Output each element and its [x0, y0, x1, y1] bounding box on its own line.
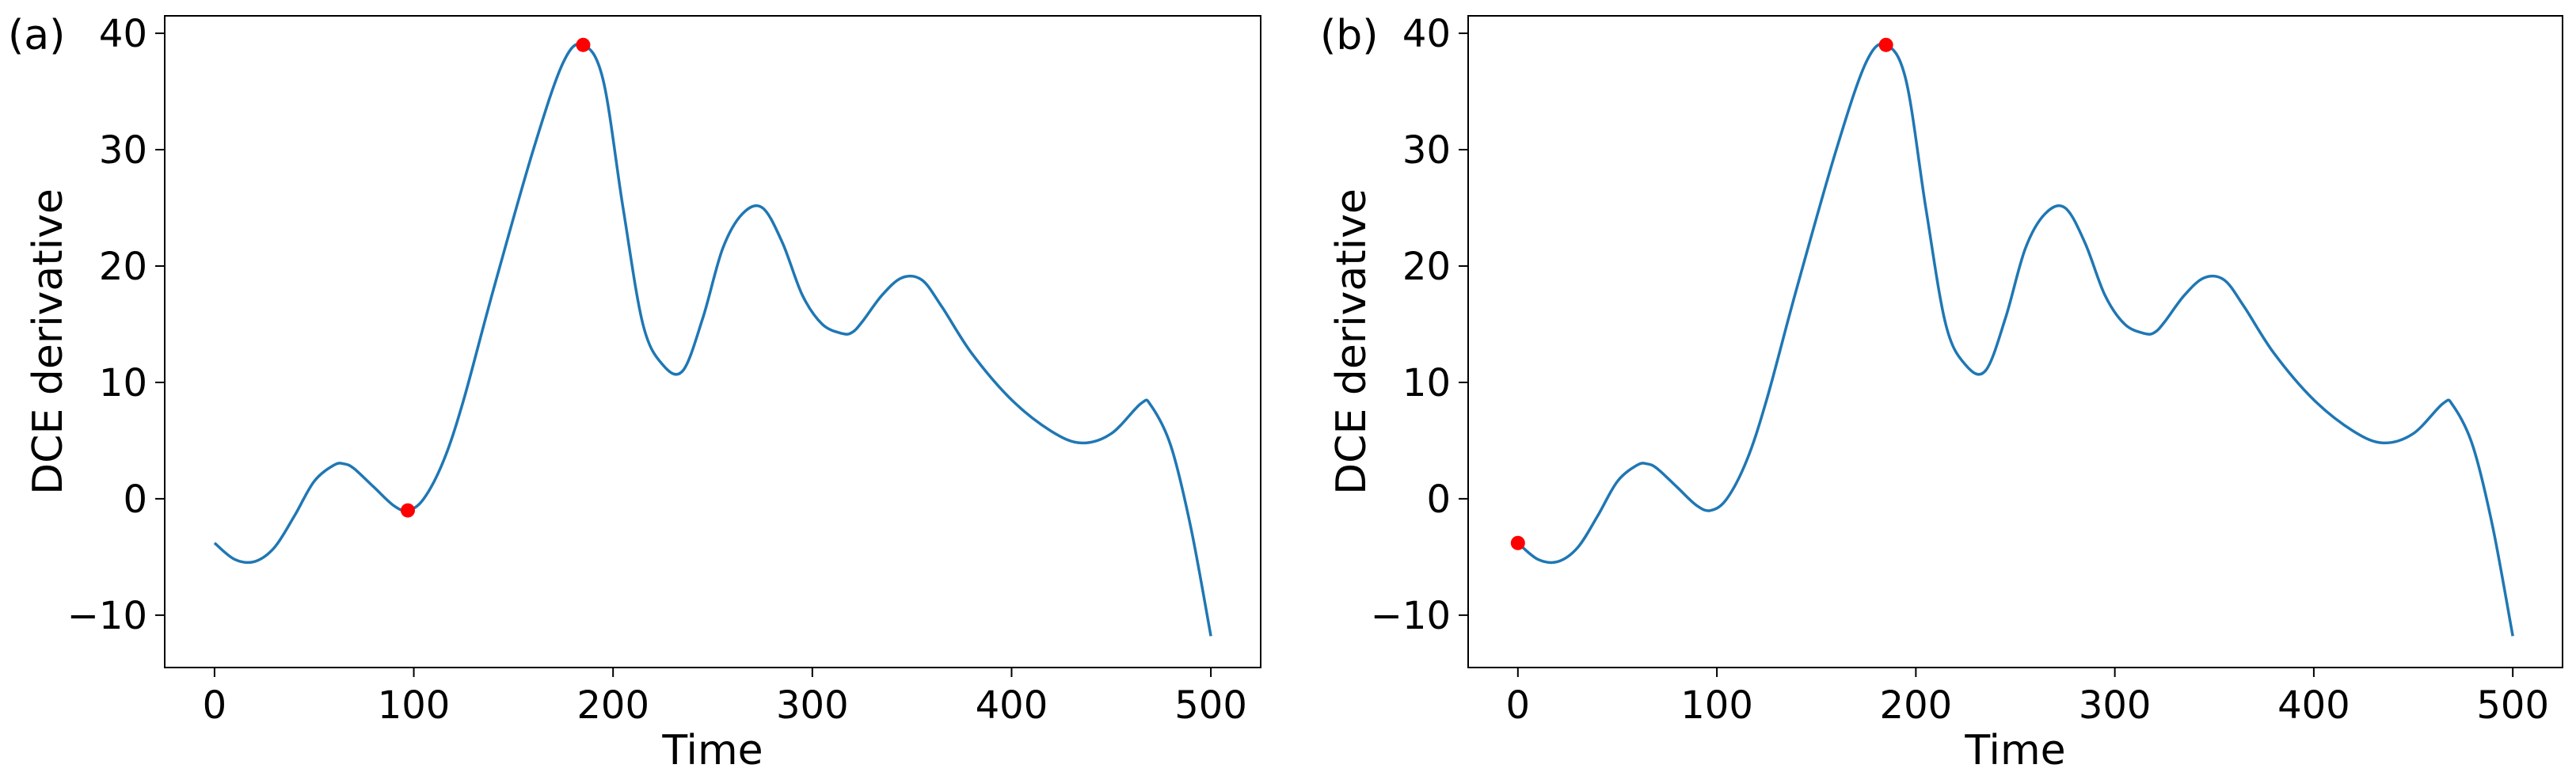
x-tick-label: 300: [2079, 683, 2152, 728]
y-tick-label: 30: [99, 128, 147, 173]
y-tick-label: 0: [1426, 477, 1451, 522]
y-tick-label: 40: [99, 12, 147, 56]
series-line: [213, 42, 1212, 637]
y-tick-label: 20: [99, 245, 147, 289]
marker-point: [576, 37, 591, 52]
plot-frame: [164, 15, 1261, 668]
y-tick-label: −10: [67, 594, 147, 638]
x-tick-label: 200: [1880, 683, 1953, 728]
y-tick-label: 40: [1402, 12, 1451, 56]
y-tick-label: 30: [1402, 128, 1451, 173]
x-tick-label: 200: [576, 683, 649, 728]
marker-point: [1878, 37, 1893, 52]
marker-point: [1510, 535, 1525, 550]
y-tick-label: 10: [99, 361, 147, 405]
y-tick-label: −10: [1371, 594, 1451, 638]
y-tick-label: 10: [1402, 361, 1451, 405]
x-tick-label: 500: [2476, 683, 2549, 728]
x-tick-label: 0: [203, 683, 227, 728]
x-tick-label: 300: [776, 683, 849, 728]
y-tick-label: 0: [123, 477, 147, 522]
panel-label: (b): [1320, 12, 1379, 59]
y-tick-label: 20: [1402, 245, 1451, 289]
y-axis-label: DCE derivative: [25, 188, 72, 495]
plot-frame: [1467, 15, 2563, 668]
panel-label: (a): [8, 12, 65, 59]
x-axis-label: Time: [661, 727, 763, 774]
panel-b: 0 100 200 300 400 500 −10 0 10 20 30 40 Time DCE deri…: [1320, 12, 2563, 774]
x-tick-label: 0: [1506, 683, 1531, 728]
marker-point: [400, 503, 415, 518]
x-tick-label: 400: [976, 683, 1048, 728]
y-axis-label: DCE derivative: [1328, 188, 1376, 495]
x-tick-label: 500: [1174, 683, 1247, 728]
series-line: [1516, 42, 2514, 637]
x-tick-label: 100: [378, 683, 451, 728]
panel-a: 0 100 200 300 400 500 −10 0 10 20 30 40 Time DCE deri…: [8, 12, 1261, 774]
x-axis-label: Time: [1964, 727, 2065, 774]
x-tick-label: 400: [2277, 683, 2350, 728]
x-tick-label: 100: [1680, 683, 1753, 728]
